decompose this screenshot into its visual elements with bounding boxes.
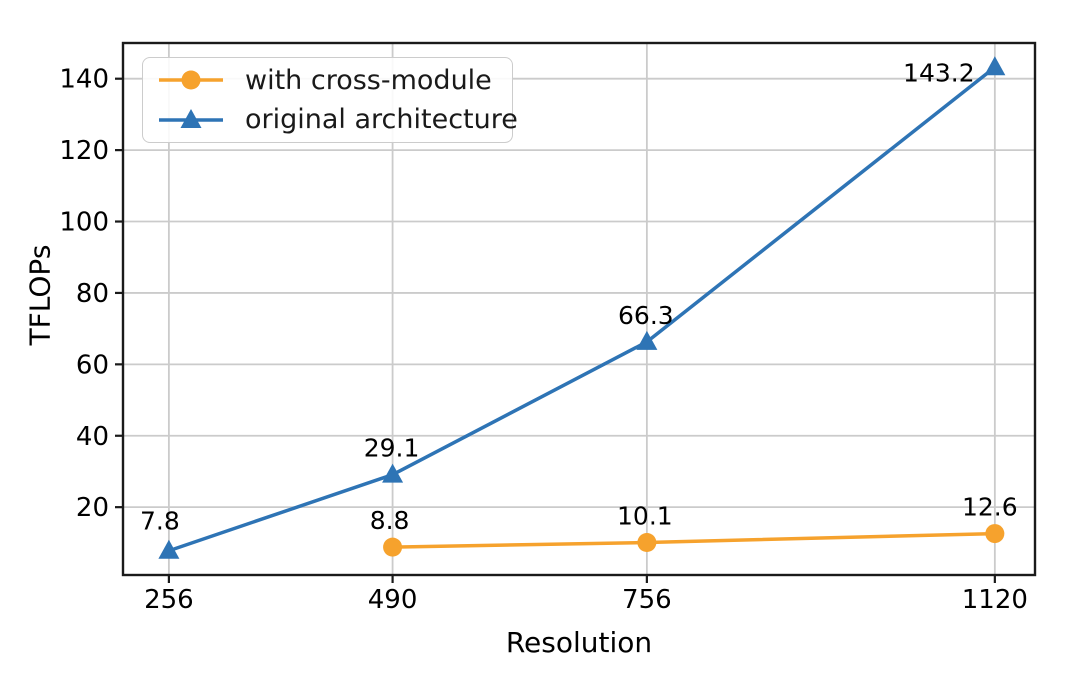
data-point-circle <box>985 524 1005 544</box>
data-point-label: 8.8 <box>370 506 410 535</box>
y-tick-label: 80 <box>76 279 109 309</box>
y-tick-label: 60 <box>76 350 109 380</box>
legend-label: with cross-module <box>245 64 492 96</box>
data-point-label: 143.2 <box>903 58 975 87</box>
plot-border <box>121 41 1037 577</box>
data-point-label: 10.1 <box>617 502 673 531</box>
y-tick-label: 20 <box>76 493 109 523</box>
x-tick-label: 1120 <box>962 585 1028 615</box>
legend-label: original architecture <box>245 104 518 136</box>
x-axis-title: Resolution <box>505 626 653 659</box>
data-point-label: 29.1 <box>364 434 420 463</box>
y-tick-label: 40 <box>76 422 109 452</box>
y-tick-label: 120 <box>59 136 109 166</box>
data-point-label: 7.8 <box>140 507 180 536</box>
series-line-circle <box>390 531 997 549</box>
legend-entry-original-architecture: original architecture <box>153 102 518 139</box>
legend-sample-triangle <box>180 108 202 128</box>
data-point-label: 12.6 <box>962 493 1018 522</box>
series-line-triangle <box>167 65 997 553</box>
y-axis-title: TFLOPs <box>23 244 57 346</box>
data-point-circle <box>637 533 657 553</box>
data-point-label: 66.3 <box>618 301 674 330</box>
data-point-triangle <box>158 539 180 559</box>
data-point-triangle <box>984 56 1006 76</box>
legend-entry-with-cross-module: with cross-module <box>153 62 502 99</box>
x-tick-label: 256 <box>144 585 194 615</box>
y-tick-label: 140 <box>59 65 109 95</box>
data-point-triangle <box>636 330 658 350</box>
data-point-circle <box>383 537 403 557</box>
circle-marker-icon <box>159 70 223 90</box>
x-tick-label: 756 <box>622 585 672 615</box>
x-tick-label: 490 <box>368 585 418 615</box>
y-tick-label: 100 <box>59 208 109 238</box>
legend: with cross-module original architecture <box>142 57 518 143</box>
triangle-marker-icon <box>159 108 223 128</box>
data-point-triangle <box>382 463 404 483</box>
legend-sample-circle <box>181 70 201 90</box>
